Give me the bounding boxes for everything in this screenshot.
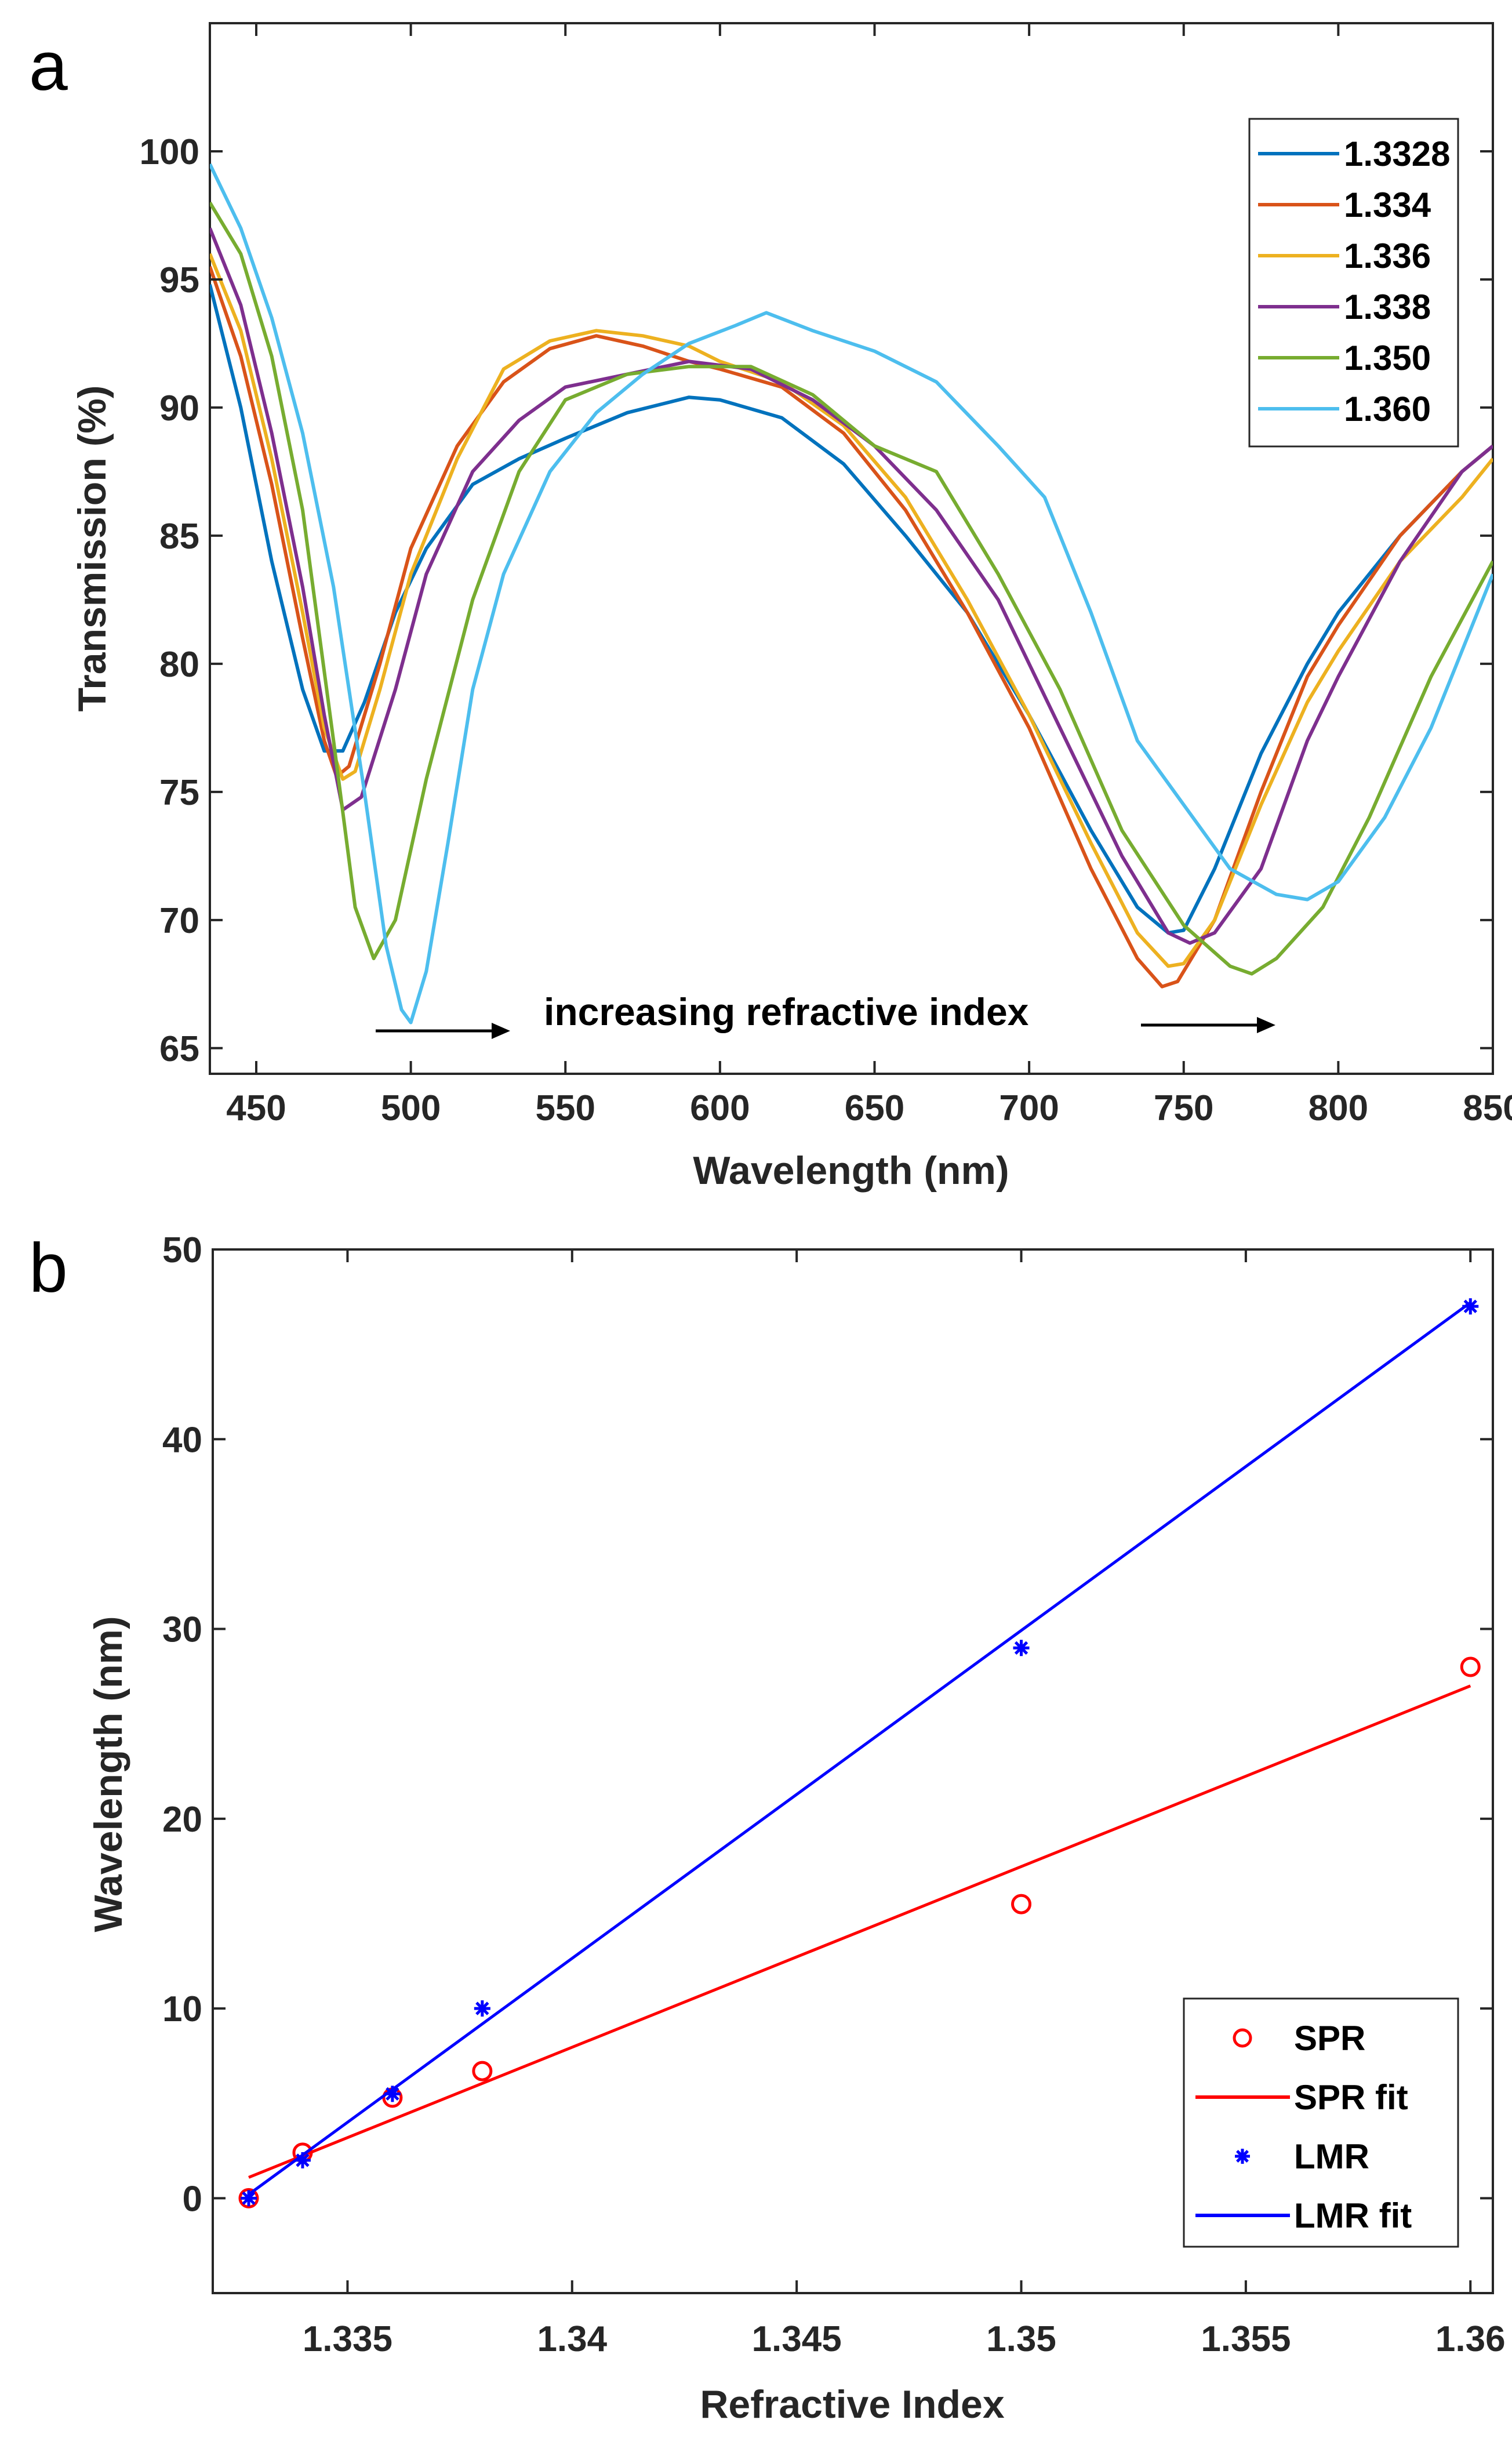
lmr-data-point — [240, 2190, 257, 2207]
panel-b-series-group — [238, 1298, 1481, 2208]
lmr-data-point — [1013, 1640, 1030, 1656]
spr-data-point — [1460, 1656, 1481, 1677]
series-line-spr-fit — [248, 1684, 1471, 2179]
x-tick-label: 1.36 — [1435, 2319, 1506, 2359]
legend-entry-label: 1.3328 — [1344, 135, 1451, 173]
series-line-lmr-fit — [248, 1301, 1471, 2196]
panel-b-legend: SPR SPR fit LMR LMR fit — [1183, 1997, 1459, 2248]
x-tick-label: 600 — [690, 1088, 750, 1128]
legend-marker-circle — [1233, 2028, 1252, 2048]
x-tick-label: 1.345 — [752, 2319, 842, 2359]
y-tick-label: 65 — [159, 1029, 199, 1069]
legend-entry-label: 1.338 — [1344, 288, 1431, 326]
lmr-data-point — [474, 2000, 490, 2017]
spr-data-point — [1011, 1894, 1032, 1914]
panel-a-y-axis-label: Transmission (%) — [70, 385, 114, 711]
y-tick-label: 95 — [159, 260, 199, 300]
legend-entry-label: 1.360 — [1344, 390, 1431, 428]
annotation-text: increasing refractive index — [544, 990, 1029, 1033]
x-tick-label: 450 — [226, 1088, 286, 1128]
panel-a-legend: 1.3328 1.334 1.336 1.338 1.350 1.360 — [1248, 118, 1459, 448]
series-line-1-360 — [210, 163, 1493, 1024]
legend-entry-label: SPR fit — [1294, 2078, 1408, 2117]
spr-data-point — [472, 2061, 493, 2081]
x-tick-label: 1.34 — [537, 2319, 607, 2359]
panel-a-series-group — [210, 163, 1493, 1024]
panel-a-x-ticks: 450 500 550 600 650 700 750 800 850 — [226, 23, 1512, 1128]
legend-entry-label: 1.334 — [1344, 186, 1431, 224]
y-tick-label: 40 — [162, 1420, 202, 1460]
y-tick-label: 20 — [162, 1800, 202, 1840]
legend-entry-label: LMR fit — [1294, 2196, 1412, 2235]
y-tick-label: 10 — [162, 1989, 202, 2029]
panel-b-legend-box — [1183, 1997, 1459, 2248]
y-tick-label: 50 — [162, 1230, 202, 1270]
panel-a-chart: a 65 70 75 80 85 90 95 100 450 500 550 600 650 700 75… — [29, 22, 1512, 1193]
legend-entry-label: SPR — [1294, 2019, 1365, 2058]
x-tick-label: 700 — [999, 1088, 1059, 1128]
panel-b-label: b — [29, 1229, 68, 1307]
y-tick-label: 30 — [162, 1610, 202, 1650]
spr-data-point — [238, 2188, 259, 2208]
x-tick-label: 1.355 — [1201, 2319, 1291, 2359]
x-tick-label: 750 — [1154, 1088, 1213, 1128]
x-tick-label: 800 — [1309, 1088, 1368, 1128]
panel-a-legend-box — [1248, 118, 1459, 448]
panel-a-y-ticks: 65 70 75 80 85 90 95 100 — [140, 132, 1493, 1069]
y-tick-label: 85 — [159, 517, 199, 557]
x-tick-label: 1.335 — [303, 2319, 392, 2359]
legend-entry-label: 1.336 — [1344, 237, 1431, 275]
series-line-1-3328 — [210, 284, 1493, 935]
y-tick-label: 0 — [183, 2179, 202, 2219]
panel-b-x-axis-label: Refractive Index — [700, 2382, 1005, 2426]
series-line-1-350 — [210, 201, 1493, 976]
panel-b-x-ticks: 1.335 1.34 1.345 1.35 1.355 1.36 — [303, 1249, 1506, 2359]
series-line-1-336 — [210, 253, 1493, 968]
panel-a-x-axis-label: Wavelength (nm) — [693, 1149, 1009, 1193]
x-tick-label: 650 — [845, 1088, 904, 1128]
y-tick-label: 90 — [159, 388, 199, 428]
legend-marker-asterisk — [1235, 2149, 1250, 2164]
legend-entry-label: LMR — [1294, 2137, 1369, 2176]
x-tick-label: 500 — [381, 1088, 441, 1128]
annotation-arrowhead-right — [1257, 1017, 1275, 1033]
y-tick-label: 75 — [159, 773, 199, 813]
y-tick-label: 100 — [140, 132, 199, 172]
legend-entry-label: 1.350 — [1344, 339, 1431, 377]
annotation-arrowhead-left — [492, 1023, 510, 1039]
panel-a-label: a — [29, 27, 68, 105]
panel-b-y-axis-label: Wavelength (nm) — [86, 1616, 130, 1932]
panel-b-y-ticks: 0 10 20 30 40 50 — [162, 1230, 1493, 2219]
y-tick-label: 70 — [159, 901, 199, 941]
y-tick-label: 80 — [159, 645, 199, 685]
x-tick-label: 1.35 — [986, 2319, 1056, 2359]
x-tick-label: 550 — [536, 1088, 595, 1128]
x-tick-label: 850 — [1463, 1088, 1512, 1128]
